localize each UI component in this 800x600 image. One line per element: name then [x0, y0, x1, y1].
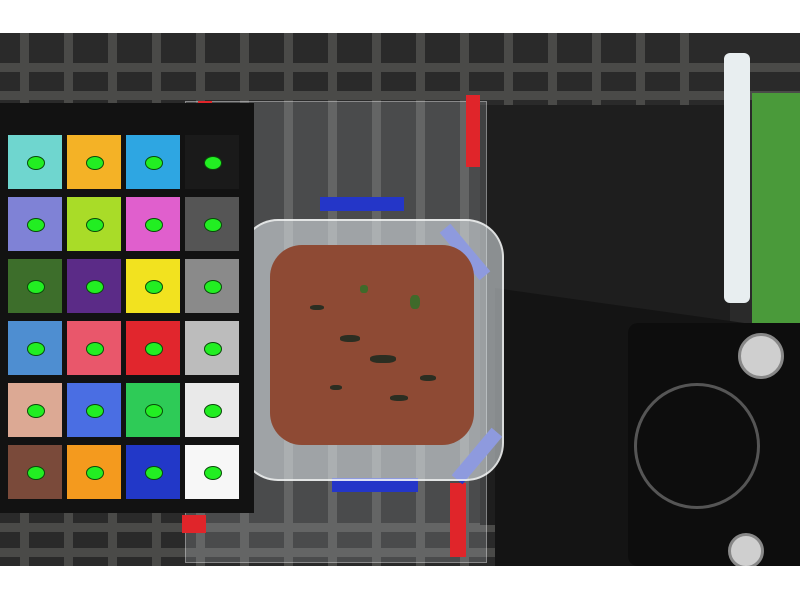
marker-dot — [27, 404, 45, 418]
marker-dot — [204, 156, 222, 170]
color-patch — [8, 445, 62, 499]
red-tape — [450, 483, 466, 557]
camera-lens — [628, 323, 800, 566]
marker-dot — [204, 466, 222, 480]
color-patch — [126, 259, 180, 313]
blue-tape — [332, 478, 418, 492]
marker-dot — [27, 342, 45, 356]
color-patch — [67, 445, 121, 499]
color-patch — [126, 197, 180, 251]
marker-dot — [204, 280, 222, 294]
soil-speck — [390, 395, 408, 401]
marker-dot — [145, 218, 163, 232]
soil-speck — [310, 305, 324, 310]
red-tape — [466, 95, 480, 167]
color-patch — [67, 383, 121, 437]
marker-dot — [86, 404, 104, 418]
color-patch — [126, 135, 180, 189]
soil-speck — [420, 375, 436, 381]
grate-bar — [0, 523, 800, 532]
marker-dot — [145, 156, 163, 170]
color-patch — [8, 197, 62, 251]
color-patch — [8, 259, 62, 313]
marker-dot — [27, 156, 45, 170]
lens-knob — [728, 533, 764, 566]
white-pipe — [724, 53, 750, 303]
blue-tape — [320, 197, 404, 211]
seedling — [360, 285, 368, 293]
soil-sample — [270, 245, 474, 445]
color-patch — [185, 445, 239, 499]
color-patch — [185, 383, 239, 437]
grate-bar — [0, 63, 800, 72]
soil-speck — [340, 335, 360, 342]
color-checker — [0, 103, 254, 513]
marker-dot — [204, 218, 222, 232]
color-patch — [126, 445, 180, 499]
marker-dot — [27, 466, 45, 480]
marker-dot — [86, 342, 104, 356]
green-towel — [752, 93, 800, 323]
color-patch — [67, 321, 121, 375]
color-patch — [8, 135, 62, 189]
color-patch — [185, 259, 239, 313]
lens-ring — [634, 383, 760, 509]
color-patch — [8, 321, 62, 375]
lens-knob — [738, 333, 784, 379]
color-patch — [185, 321, 239, 375]
red-tape — [182, 515, 206, 533]
photo-scene — [0, 33, 800, 566]
marker-dot — [145, 466, 163, 480]
marker-dot — [86, 466, 104, 480]
color-patch — [67, 259, 121, 313]
grate-bar — [0, 548, 800, 557]
soil-speck — [370, 355, 396, 363]
marker-dot — [27, 280, 45, 294]
marker-dot — [145, 404, 163, 418]
color-patch — [126, 321, 180, 375]
color-patch — [67, 197, 121, 251]
marker-dot — [204, 404, 222, 418]
marker-dot — [86, 156, 104, 170]
marker-dot — [145, 342, 163, 356]
marker-dot — [86, 280, 104, 294]
color-patch — [185, 197, 239, 251]
marker-dot — [86, 218, 104, 232]
marker-dot — [145, 280, 163, 294]
grate-bar — [0, 91, 800, 100]
color-patch — [8, 383, 62, 437]
color-patch — [126, 383, 180, 437]
marker-dot — [204, 342, 222, 356]
marker-dot — [27, 218, 45, 232]
color-patch — [67, 135, 121, 189]
soil-speck — [330, 385, 342, 390]
color-patch — [185, 135, 239, 189]
seedling — [410, 295, 420, 309]
